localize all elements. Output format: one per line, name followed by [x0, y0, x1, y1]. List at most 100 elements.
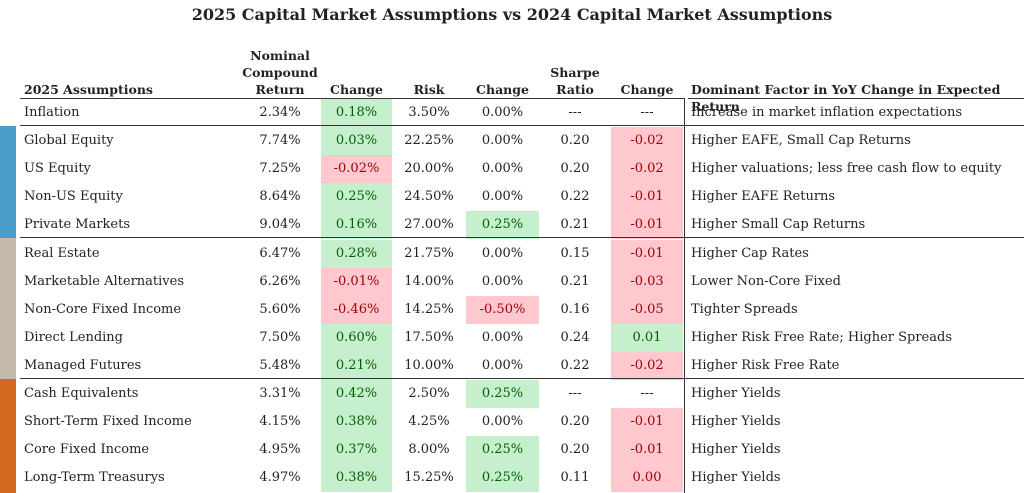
- dominant-factor: Tighter Spreads: [691, 301, 798, 317]
- sharpe-change: ---: [640, 105, 654, 120]
- risk-value: 24.50%: [404, 189, 454, 205]
- risk-value: 14.00%: [404, 273, 454, 289]
- table-row: Private Markets 9.04% 0.16% 27.00% 0.25% 0.21…: [0, 211, 1024, 240]
- page-title: 2025 Capital Market Assumptions vs 2024 …: [191, 5, 833, 24]
- dominant-factor: Lower Non-Core Fixed: [691, 273, 841, 289]
- table-row: Real Estate 6.47% 0.28% 21.75% 0.00% 0.15 -0.0…: [0, 239, 1024, 268]
- header-risk: Risk: [413, 82, 445, 97]
- dominant-factor: Higher Risk Free Rate: [691, 357, 840, 373]
- header-factor: Dominant Factor in YoY Change in Expecte…: [691, 82, 1001, 114]
- nominal-return: 9.04%: [259, 217, 301, 233]
- risk-change: 0.00%: [481, 189, 524, 205]
- risk-change: 0.00%: [481, 329, 524, 345]
- nominal-return: 8.64%: [259, 189, 301, 205]
- sharpe-ratio: 0.20: [560, 442, 590, 458]
- nominal-return: 2.34%: [259, 105, 301, 120]
- risk-change: 0.00%: [481, 357, 524, 373]
- risk-value: 4.25%: [408, 414, 450, 430]
- risk-change: 0.00%: [481, 245, 524, 261]
- nominal-return: 4.97%: [259, 470, 301, 486]
- header-nominal-line2: Compound: [242, 65, 318, 80]
- sharpe-change: 0.01: [611, 323, 683, 352]
- sharpe-change: -0.02: [611, 351, 683, 380]
- dominant-factor: Higher Risk Free Rate; Higher Spreads: [691, 329, 952, 345]
- table-row: Long-Term Treasurys 4.97% 0.38% 15.25% 0.25%…: [0, 464, 1024, 493]
- header-change-return: Change: [330, 82, 383, 97]
- group-divider-fixed-income: [20, 378, 1024, 379]
- sharpe-ratio: 0.21: [560, 217, 590, 233]
- risk-value: 27.00%: [404, 217, 454, 233]
- header-change-risk: Change: [476, 82, 529, 97]
- risk-change: 0.25%: [466, 211, 539, 240]
- dominant-factor: Higher Cap Rates: [691, 245, 809, 261]
- group-divider-equity: [20, 125, 1024, 126]
- return-change: 0.60%: [321, 323, 392, 352]
- table-row: US Equity 7.25% -0.02% 20.00% 0.00% 0.20 -0.02…: [0, 155, 1024, 184]
- risk-change: 0.00%: [481, 133, 524, 149]
- sharpe-ratio: 0.20: [560, 133, 590, 149]
- return-change: -0.01%: [321, 267, 392, 296]
- sharpe-ratio: ---: [568, 386, 582, 401]
- nominal-return: 4.95%: [259, 442, 301, 458]
- header-sharpe-line1: Sharpe: [550, 65, 600, 80]
- return-change: 0.42%: [321, 380, 392, 408]
- sharpe-change: 0.00: [611, 464, 683, 493]
- sharpe-ratio: 0.20: [560, 414, 590, 430]
- return-change: 0.38%: [321, 408, 392, 437]
- return-change: 0.37%: [321, 436, 392, 465]
- risk-value: 8.00%: [408, 442, 450, 458]
- header-nominal-line1: Nominal: [250, 48, 310, 63]
- asset-name: Private Markets: [24, 217, 131, 233]
- table-row: Short-Term Fixed Income 4.15% 0.38% 4.25% 0.…: [0, 408, 1024, 437]
- nominal-return: 3.31%: [259, 386, 301, 401]
- risk-value: 10.00%: [404, 357, 454, 373]
- asset-name: Long-Term Treasurys: [24, 470, 165, 486]
- dominant-factor: Higher EAFE, Small Cap Returns: [691, 133, 911, 149]
- sharpe-ratio: 0.21: [560, 273, 590, 289]
- header-change-sharpe: Change: [620, 82, 674, 97]
- fixed-income-group-bar: [0, 379, 16, 493]
- asset-name: Inflation: [24, 105, 80, 120]
- dominant-factor: Higher Yields: [691, 470, 781, 486]
- risk-value: 17.50%: [404, 329, 454, 345]
- group-divider-alternatives: [20, 237, 1024, 238]
- table-row: Core Fixed Income 4.95% 0.37% 8.00% 0.25% 0.2…: [0, 436, 1024, 465]
- sharpe-ratio: 0.16: [560, 301, 590, 317]
- sharpe-ratio: 0.15: [560, 245, 590, 261]
- nominal-return: 5.60%: [259, 301, 301, 317]
- return-change: 0.21%: [321, 351, 392, 380]
- risk-value: 15.25%: [404, 470, 454, 486]
- asset-name: Marketable Alternatives: [24, 273, 185, 289]
- return-change: 0.25%: [321, 183, 392, 212]
- risk-value: 20.00%: [404, 161, 454, 177]
- sharpe-ratio: 0.22: [560, 357, 590, 373]
- asset-name: Cash Equivalents: [24, 386, 139, 401]
- sharpe-change: -0.01: [611, 408, 683, 437]
- sharpe-ratio: ---: [568, 105, 582, 120]
- sharpe-change: -0.01: [611, 183, 683, 212]
- sharpe-ratio: 0.22: [560, 189, 590, 205]
- table-row: Cash Equivalents 3.31% 0.42% 2.50% 0.25% --- -…: [0, 380, 1024, 408]
- return-change: 0.03%: [321, 127, 392, 156]
- dominant-factor: Increase in market inflation expectation…: [691, 105, 963, 120]
- table-row: Non-Core Fixed Income 5.60% -0.46% 14.25% -0…: [0, 295, 1024, 324]
- sharpe-change: -0.03: [611, 267, 683, 296]
- risk-change: 0.00%: [481, 273, 524, 289]
- sharpe-change: ---: [640, 386, 654, 401]
- return-change: 0.38%: [321, 464, 392, 493]
- table-row: Managed Futures 5.48% 0.21% 10.00% 0.00% 0.22…: [0, 351, 1024, 380]
- nominal-return: 5.48%: [259, 357, 301, 373]
- header-rule: [20, 98, 684, 99]
- risk-change: 0.00%: [481, 105, 524, 120]
- risk-value: 21.75%: [404, 245, 454, 261]
- equity-group-bar: [0, 126, 16, 238]
- risk-value: 22.25%: [404, 133, 454, 149]
- nominal-return: 7.74%: [259, 133, 301, 149]
- asset-name: Short-Term Fixed Income: [24, 414, 192, 430]
- header-nominal-line3: Return: [255, 82, 305, 97]
- sharpe-change: -0.05: [611, 295, 683, 324]
- table-row: Inflation 2.34% 0.18% 3.50% 0.00% --- --- Incre…: [0, 99, 1024, 127]
- asset-name: Direct Lending: [24, 329, 123, 345]
- asset-name: US Equity: [24, 161, 91, 177]
- dominant-factor: Higher Small Cap Returns: [691, 217, 866, 233]
